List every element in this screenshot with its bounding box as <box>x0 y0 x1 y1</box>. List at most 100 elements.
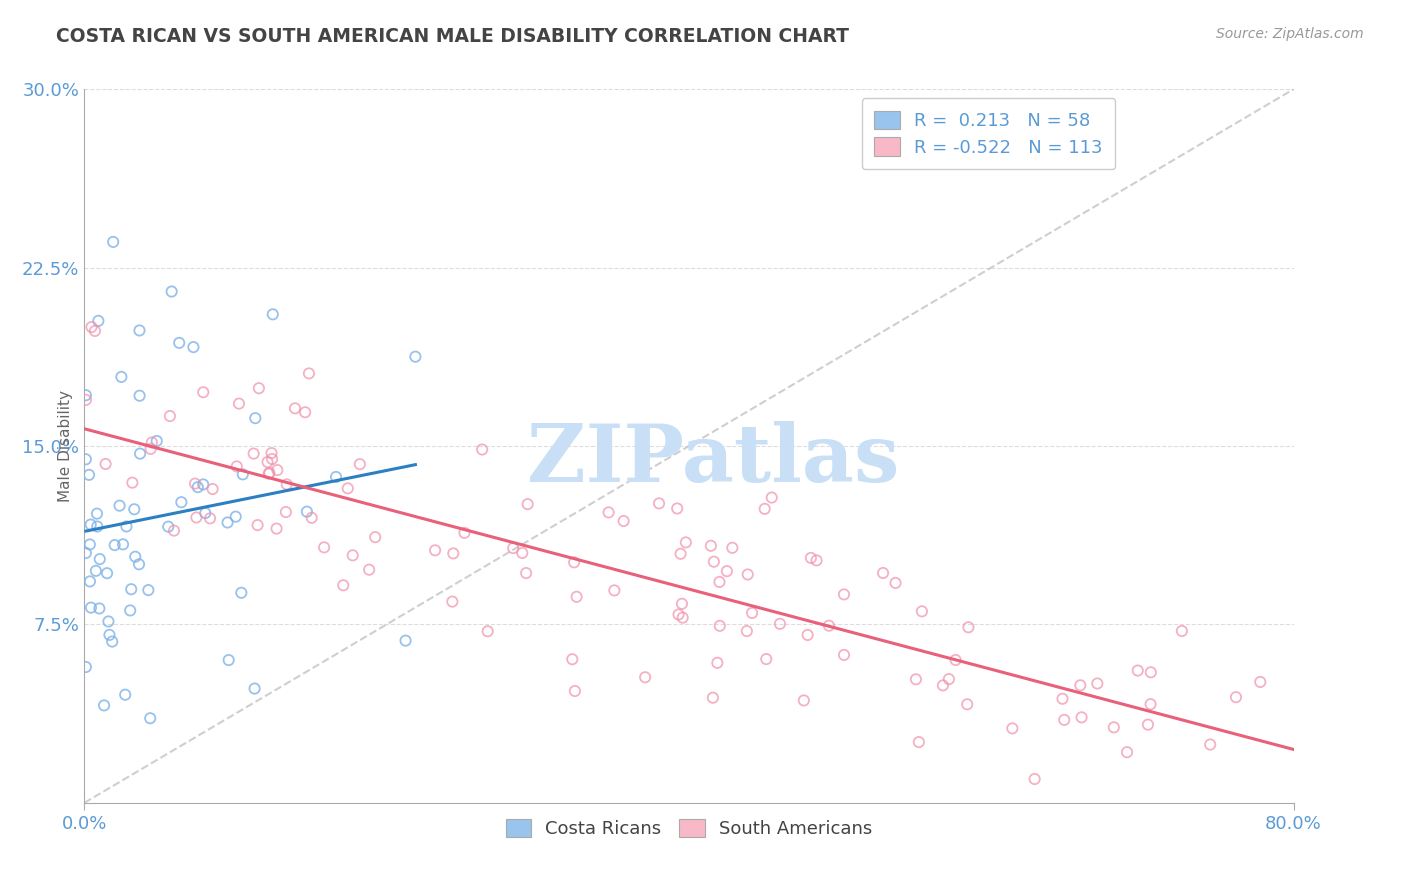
Point <box>145 434 167 448</box>
Point <box>75 660 97 674</box>
Point <box>510 546 533 560</box>
Point <box>672 610 695 624</box>
Point <box>675 535 697 549</box>
Point <box>904 673 927 687</box>
Point <box>115 519 138 533</box>
Point <box>349 457 371 471</box>
Point <box>332 578 354 592</box>
Point <box>796 628 818 642</box>
Point <box>193 385 215 400</box>
Point <box>75 388 97 402</box>
Point <box>79 574 101 589</box>
Point <box>872 566 894 580</box>
Point <box>139 442 162 456</box>
Point <box>832 587 855 601</box>
Point <box>603 583 626 598</box>
Point <box>225 459 247 474</box>
Point <box>441 594 464 608</box>
Point <box>471 442 494 457</box>
Point <box>818 618 841 632</box>
Point <box>737 567 759 582</box>
Point <box>1069 678 1091 692</box>
Point <box>598 505 620 519</box>
Point <box>186 510 208 524</box>
Point <box>108 499 131 513</box>
Point <box>938 672 960 686</box>
Point <box>159 409 181 423</box>
Point <box>93 698 115 713</box>
Point <box>120 603 142 617</box>
Point <box>79 537 101 551</box>
Point <box>89 552 111 566</box>
Point <box>128 389 150 403</box>
Point <box>120 582 142 597</box>
Point <box>141 435 163 450</box>
Point <box>702 690 724 705</box>
Point <box>87 314 110 328</box>
Point <box>247 381 270 395</box>
Point <box>184 476 207 491</box>
Point <box>668 607 690 622</box>
Point <box>80 320 103 334</box>
Point <box>124 502 146 516</box>
Point <box>194 506 217 520</box>
Point <box>97 615 120 629</box>
Point <box>139 711 162 725</box>
Point <box>613 514 636 528</box>
Point <box>709 574 731 589</box>
Point <box>325 470 347 484</box>
Point <box>648 496 671 510</box>
Point <box>75 392 97 407</box>
Point <box>84 564 107 578</box>
Point <box>800 550 823 565</box>
Point <box>359 563 381 577</box>
Legend: Costa Ricans, South Americans: Costa Ricans, South Americans <box>496 810 882 847</box>
Point <box>217 516 239 530</box>
Point <box>163 524 186 538</box>
Point <box>262 452 284 467</box>
Y-axis label: Male Disability: Male Disability <box>58 390 73 502</box>
Point <box>957 620 980 634</box>
Point <box>1199 738 1222 752</box>
Point <box>243 681 266 696</box>
Point <box>394 633 416 648</box>
Point <box>721 541 744 555</box>
Point <box>284 401 307 416</box>
Point <box>669 547 692 561</box>
Point <box>1070 710 1092 724</box>
Point <box>1085 676 1108 690</box>
Point <box>565 590 588 604</box>
Point <box>121 475 143 490</box>
Point <box>1102 720 1125 734</box>
Point <box>793 693 815 707</box>
Point <box>167 335 190 350</box>
Point <box>232 467 254 482</box>
Point <box>218 653 240 667</box>
Point <box>1001 722 1024 736</box>
Point <box>666 501 689 516</box>
Point <box>884 576 907 591</box>
Point <box>502 541 524 555</box>
Point <box>266 463 288 477</box>
Point <box>342 549 364 563</box>
Point <box>262 307 284 321</box>
Point <box>231 586 253 600</box>
Point <box>245 411 267 425</box>
Point <box>716 564 738 578</box>
Point <box>242 446 264 460</box>
Point <box>1052 691 1074 706</box>
Text: ZIPatlas: ZIPatlas <box>527 421 900 500</box>
Point <box>225 509 247 524</box>
Point <box>75 546 97 560</box>
Point <box>183 340 205 354</box>
Point <box>259 466 281 480</box>
Point <box>96 566 118 581</box>
Point <box>257 467 280 481</box>
Point <box>80 600 103 615</box>
Point <box>735 624 758 638</box>
Point <box>170 495 193 509</box>
Point <box>932 678 955 692</box>
Point <box>364 530 387 544</box>
Point <box>423 543 446 558</box>
Point <box>562 555 585 569</box>
